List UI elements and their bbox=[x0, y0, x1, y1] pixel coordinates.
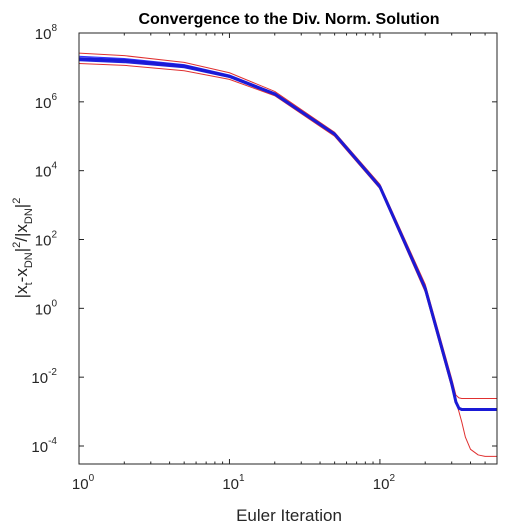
y-tick-label: 10-2 bbox=[31, 367, 57, 387]
y-axis-label-part-3: | bbox=[12, 248, 31, 252]
y-tick-label: 100 bbox=[35, 298, 58, 318]
series-line-5 bbox=[78, 57, 497, 411]
y-axis-label-part-2: -x bbox=[12, 268, 31, 283]
y-tick-label: 102 bbox=[35, 230, 58, 250]
y-axis-label-part-1: |x bbox=[12, 285, 31, 298]
series-line-3 bbox=[78, 55, 497, 410]
plot-lines bbox=[78, 52, 497, 457]
y-axis-label-sup-2a: 2 bbox=[11, 242, 23, 248]
x-tick-label: 100 bbox=[72, 473, 95, 493]
x-tick-label: 102 bbox=[373, 473, 396, 493]
x-axis-label: Euler Iteration bbox=[236, 506, 342, 525]
y-tick-label: 108 bbox=[35, 23, 58, 43]
y-tick-label: 104 bbox=[35, 161, 58, 181]
y-axis-label-part-4: /|x bbox=[12, 224, 31, 242]
y-axis-ticks: 10-4 10-2 100 102 104 106 108 bbox=[31, 23, 497, 456]
series-line-1 bbox=[78, 52, 497, 399]
y-tick-label: 10-4 bbox=[31, 436, 57, 456]
x-tick-label: 101 bbox=[222, 473, 245, 493]
x-axis-ticks: 100 101 102 bbox=[72, 33, 498, 493]
y-axis-label-part-5: | bbox=[12, 204, 31, 208]
y-axis-label-sup-2b: 2 bbox=[11, 198, 23, 204]
y-axis-label: |xt-xDN|2/|xDN|2 bbox=[11, 198, 35, 299]
y-axis-label-sub-dn-1: DN bbox=[23, 252, 35, 268]
series-line-2 bbox=[78, 63, 497, 457]
series-line-4 bbox=[78, 59, 497, 411]
plot-frame bbox=[78, 32, 498, 465]
chart-title: Convergence to the Div. Norm. Solution bbox=[138, 11, 439, 28]
y-tick-label: 106 bbox=[35, 92, 58, 112]
y-axis-label-sub-dn-2: DN bbox=[23, 208, 35, 224]
y-axis-label-sub-t: t bbox=[23, 282, 35, 285]
